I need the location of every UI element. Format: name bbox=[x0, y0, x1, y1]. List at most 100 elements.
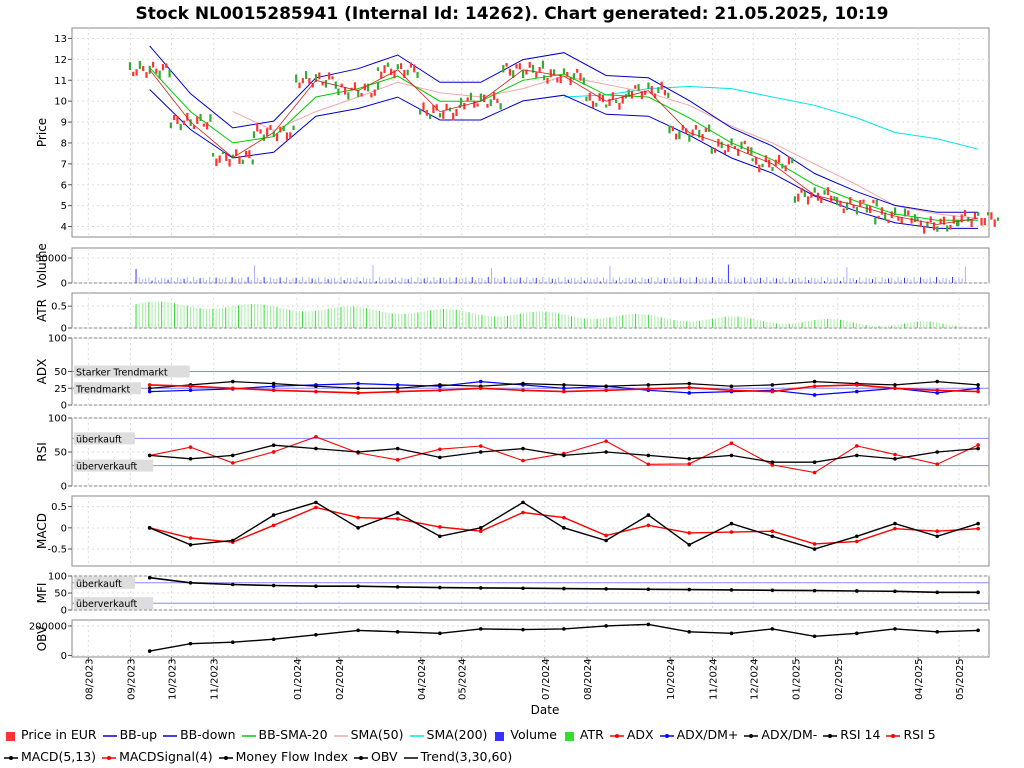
point-rsi-14 bbox=[271, 443, 276, 448]
price-candle bbox=[657, 87, 660, 93]
price-candle bbox=[279, 126, 282, 133]
point-macd-5-13- bbox=[521, 500, 525, 505]
price-candle bbox=[637, 84, 640, 91]
price-candle bbox=[552, 69, 556, 75]
price-candle bbox=[221, 150, 225, 154]
price-candle bbox=[791, 157, 794, 164]
price-candle bbox=[479, 93, 482, 101]
y-tick-label: 0.5 bbox=[51, 302, 67, 313]
legend-symbol bbox=[659, 733, 674, 738]
stock-chart: Stock NL0015285941 (Internal Id: 14262).… bbox=[29, 4, 1000, 717]
chart-legend: Price in EUR BB-up BB-down BB-SMA-20 SMA(50)… bbox=[4, 724, 1020, 768]
price-candle bbox=[409, 62, 413, 68]
price-candle bbox=[713, 148, 717, 153]
point-macdsignal-4- bbox=[395, 517, 400, 521]
price-candle bbox=[698, 129, 701, 138]
x-axis-label: Date bbox=[531, 703, 560, 717]
price-candle bbox=[890, 211, 893, 219]
point-adx-dm- bbox=[562, 383, 566, 387]
point-adx bbox=[893, 386, 897, 391]
price-candle bbox=[215, 158, 218, 167]
x-tick-label: 11/2023 bbox=[210, 658, 221, 700]
price-candle bbox=[235, 149, 238, 157]
price-candle bbox=[142, 65, 145, 72]
date-axis: 08/2023 09/2023 10/2023 11/2023 01/2024 02/20… bbox=[84, 657, 966, 700]
point-rsi-14 bbox=[314, 446, 318, 451]
y-tick-label: 100 bbox=[48, 414, 67, 425]
legend-label: RSI 5 bbox=[903, 727, 936, 742]
point-money-flow-index bbox=[314, 584, 318, 588]
price-candle bbox=[331, 76, 334, 80]
price-candle bbox=[543, 75, 546, 81]
point-adx-dm- bbox=[395, 383, 400, 387]
price-candle bbox=[145, 72, 148, 78]
series-price-in-eur bbox=[149, 69, 979, 225]
point-macd-5-13- bbox=[770, 534, 775, 539]
rsi-under-bg bbox=[74, 459, 154, 472]
legend-item: ADX/DM- bbox=[744, 724, 817, 746]
price-candle bbox=[386, 62, 389, 67]
price-candle bbox=[541, 60, 545, 69]
point-obv bbox=[314, 633, 318, 637]
price-candle bbox=[936, 226, 939, 232]
price-candle bbox=[737, 148, 740, 156]
price-candle bbox=[473, 100, 476, 108]
price-candle bbox=[929, 216, 932, 223]
legend-item: ADX/DM+ bbox=[659, 724, 738, 746]
price-candle bbox=[996, 217, 1000, 221]
y-tick-label: 50 bbox=[54, 367, 67, 378]
point-adx-dm- bbox=[478, 379, 483, 384]
price-candle bbox=[179, 123, 182, 131]
price-candle bbox=[897, 216, 900, 221]
y-tick-label: 0.5 bbox=[51, 502, 67, 513]
legend-label: Trend(3,30,60) bbox=[420, 749, 513, 764]
panel-macd: 0.5 0 -0.5MACD bbox=[35, 495, 990, 567]
price-candle bbox=[186, 112, 189, 121]
price-candle bbox=[272, 131, 275, 138]
price-candle bbox=[432, 105, 435, 114]
point-macd-5-13- bbox=[646, 513, 651, 517]
point-adx bbox=[230, 386, 235, 391]
point-rsi-14 bbox=[935, 450, 940, 454]
price-candle bbox=[182, 120, 186, 126]
price-candle bbox=[357, 89, 360, 98]
price-candle bbox=[591, 101, 595, 108]
y-tick-label: 50000 bbox=[35, 254, 67, 265]
price-candle bbox=[518, 63, 521, 70]
price-candle bbox=[859, 200, 862, 208]
point-rsi-14 bbox=[604, 450, 608, 454]
y-tick-label: 12 bbox=[54, 55, 67, 66]
point-obv bbox=[230, 640, 235, 644]
price-candle bbox=[376, 67, 380, 71]
price-candle bbox=[823, 190, 826, 195]
legend-symbol bbox=[495, 731, 505, 741]
y-axis-title: MACD bbox=[35, 513, 49, 549]
point-adx-dm- bbox=[604, 384, 608, 389]
price-candle bbox=[367, 83, 370, 92]
point-macdsignal-4- bbox=[976, 526, 980, 531]
point-rsi-14 bbox=[356, 450, 360, 454]
point-money-flow-index bbox=[935, 590, 940, 595]
price-candle bbox=[806, 196, 810, 205]
price-candle bbox=[727, 144, 730, 152]
price-candle bbox=[435, 104, 438, 111]
legend-item: ATR bbox=[563, 724, 604, 746]
point-rsi-14 bbox=[230, 453, 235, 458]
legend-item: SMA(50) bbox=[333, 724, 404, 746]
price-candle bbox=[803, 191, 806, 198]
price-candle bbox=[675, 133, 678, 140]
price-candle bbox=[618, 102, 621, 110]
price-candle bbox=[169, 122, 172, 129]
point-rsi-5 bbox=[314, 434, 318, 439]
price-candle bbox=[880, 207, 883, 215]
chart-title: Stock NL0015285941 (Internal Id: 14262).… bbox=[136, 4, 889, 24]
price-candle bbox=[723, 150, 727, 155]
point-obv bbox=[687, 630, 692, 634]
point-adx bbox=[562, 389, 566, 394]
price-candle bbox=[492, 92, 496, 100]
price-candle bbox=[750, 147, 753, 155]
rsi-under-label: überverkauft bbox=[76, 462, 138, 473]
mfi-under-bg bbox=[74, 597, 154, 610]
x-tick-label: 02/2024 bbox=[335, 658, 346, 700]
point-adx-dm- bbox=[271, 381, 276, 386]
